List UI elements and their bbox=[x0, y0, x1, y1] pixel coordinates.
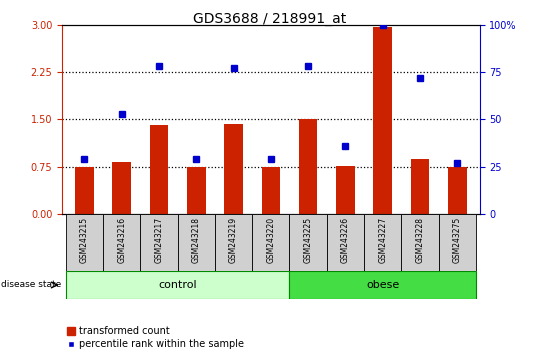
Text: GSM243215: GSM243215 bbox=[80, 217, 89, 263]
Legend: transformed count, percentile rank within the sample: transformed count, percentile rank withi… bbox=[67, 326, 245, 349]
Bar bbox=[103, 214, 140, 271]
Bar bbox=[178, 214, 215, 271]
Text: GSM243217: GSM243217 bbox=[155, 217, 163, 263]
Bar bbox=[289, 271, 476, 299]
Bar bbox=[112, 162, 131, 214]
Bar bbox=[187, 167, 205, 214]
Bar bbox=[252, 214, 289, 271]
Bar bbox=[448, 167, 467, 214]
Bar bbox=[75, 167, 94, 214]
Bar bbox=[299, 119, 317, 214]
Bar bbox=[289, 214, 327, 271]
Text: GSM243225: GSM243225 bbox=[303, 217, 313, 263]
Text: GDS3688 / 218991_at: GDS3688 / 218991_at bbox=[193, 12, 346, 27]
Text: GSM243226: GSM243226 bbox=[341, 217, 350, 263]
Bar bbox=[66, 214, 103, 271]
Bar bbox=[140, 214, 178, 271]
Text: GSM243216: GSM243216 bbox=[117, 217, 126, 263]
Bar bbox=[411, 159, 430, 214]
Text: GSM243275: GSM243275 bbox=[453, 217, 462, 263]
Text: disease state: disease state bbox=[1, 280, 61, 290]
Bar bbox=[374, 27, 392, 214]
Text: GSM243219: GSM243219 bbox=[229, 217, 238, 263]
Text: GSM243227: GSM243227 bbox=[378, 217, 387, 263]
Text: GSM243228: GSM243228 bbox=[416, 217, 425, 263]
Text: GSM243218: GSM243218 bbox=[192, 217, 201, 263]
Text: GSM243220: GSM243220 bbox=[266, 217, 275, 263]
Bar bbox=[364, 214, 402, 271]
Bar bbox=[402, 214, 439, 271]
Bar bbox=[215, 214, 252, 271]
Bar bbox=[224, 124, 243, 214]
Bar bbox=[261, 167, 280, 214]
Bar bbox=[336, 166, 355, 214]
Bar bbox=[150, 125, 168, 214]
Bar bbox=[66, 271, 289, 299]
Bar bbox=[327, 214, 364, 271]
Text: obese: obese bbox=[366, 280, 399, 290]
Bar bbox=[439, 214, 476, 271]
Text: control: control bbox=[158, 280, 197, 290]
